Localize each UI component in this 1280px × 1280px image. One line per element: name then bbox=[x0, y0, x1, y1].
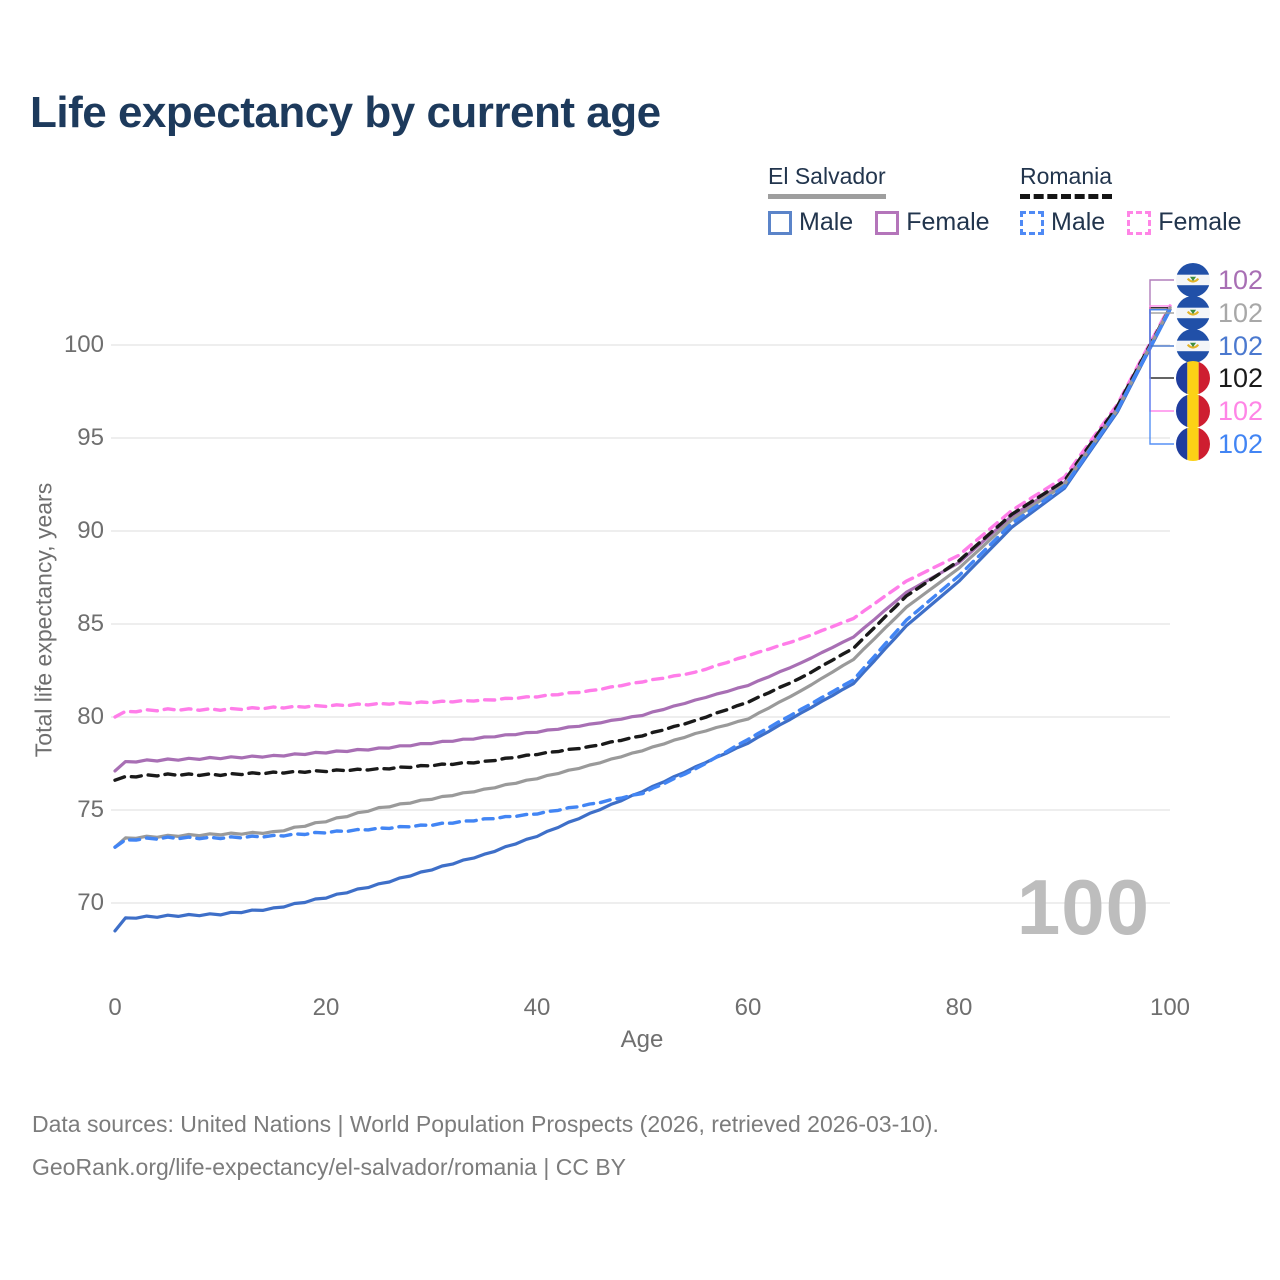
legend-group-el-salvador: El Salvador Male Female bbox=[768, 163, 1012, 237]
y-tick-label-75: 75 bbox=[77, 796, 104, 823]
legend-swatch-romania-male-icon[interactable] bbox=[1020, 210, 1044, 235]
end-label-connector bbox=[1149, 309, 1174, 445]
end-label-row-romania-female: 102 bbox=[1176, 394, 1263, 428]
end-label-value: 102 bbox=[1218, 298, 1264, 328]
x-axis-title: Age bbox=[620, 1026, 664, 1053]
series-line-romania-female[interactable] bbox=[113, 304, 1172, 719]
el-salvador-flag-icon bbox=[1176, 296, 1210, 330]
legend-label-romania-male[interactable]: Male bbox=[1051, 208, 1106, 236]
legend-swatch-el-salvador-female-icon[interactable] bbox=[875, 210, 900, 235]
legend-label-el-salvador-male[interactable]: Male bbox=[799, 208, 854, 236]
x-tick-label-60: 60 bbox=[734, 994, 762, 1021]
end-label-row-romania-male: 102 bbox=[1176, 427, 1263, 461]
y-tick-label-95: 95 bbox=[77, 424, 104, 451]
footer-attribution[interactable]: GeoRank.org/life-expectancy/el-salvador/… bbox=[32, 1154, 627, 1180]
romania-flag-icon bbox=[1176, 394, 1210, 428]
y-tick-label-90: 90 bbox=[77, 517, 104, 544]
romania-flag-icon bbox=[1176, 427, 1210, 461]
age-watermark: 100 bbox=[1016, 863, 1150, 951]
footer-datasource: Data sources: United Nations | World Pop… bbox=[32, 1111, 939, 1137]
legend-label-romania-female[interactable]: Female bbox=[1158, 208, 1242, 236]
series-line-el-salvador-male[interactable] bbox=[113, 308, 1172, 933]
footer: Data sources: United Nations | World Pop… bbox=[32, 1103, 939, 1189]
x-tick-label-100: 100 bbox=[1149, 994, 1191, 1021]
x-tick-label-0: 0 bbox=[108, 994, 122, 1021]
legend-group-romania: Romania Male Female bbox=[1020, 163, 1264, 237]
y-tick-label-85: 85 bbox=[77, 610, 104, 637]
el-salvador-flag-icon bbox=[1176, 263, 1210, 297]
end-label-row-el-salvador-male: 102 bbox=[1176, 329, 1263, 363]
end-label-row-el-salvador-total: 102 bbox=[1176, 296, 1263, 330]
legend-swatch-el-salvador-male-icon[interactable] bbox=[768, 210, 792, 235]
end-label-value: 102 bbox=[1218, 429, 1264, 459]
y-tick-label-80: 80 bbox=[77, 703, 104, 730]
y-axis-title: Total life expectancy, years bbox=[30, 482, 57, 758]
series-line-el-salvador-female[interactable] bbox=[113, 306, 1172, 773]
end-label-row-romania-total: 102 bbox=[1176, 361, 1263, 395]
series-line-romania-male[interactable] bbox=[113, 308, 1172, 849]
end-label-row-el-salvador-female: 102 bbox=[1176, 263, 1263, 297]
x-tick-label-40: 40 bbox=[523, 994, 551, 1021]
y-tick-label-70: 70 bbox=[77, 889, 104, 916]
series-line-romania-total[interactable] bbox=[113, 306, 1172, 782]
x-tick-label-20: 20 bbox=[312, 994, 340, 1021]
legend-header-el-salvador[interactable]: El Salvador bbox=[768, 163, 886, 199]
end-label-value: 102 bbox=[1218, 331, 1264, 361]
page-title: Life expectancy by current age bbox=[30, 88, 661, 137]
romania-flag-icon bbox=[1176, 361, 1210, 395]
series-line-el-salvador-total[interactable] bbox=[113, 306, 1172, 849]
legend-swatch-romania-female-icon[interactable] bbox=[1127, 210, 1152, 235]
x-tick-label-80: 80 bbox=[945, 994, 973, 1021]
y-tick-label-100: 100 bbox=[63, 331, 104, 358]
end-label-value: 102 bbox=[1218, 363, 1264, 393]
el-salvador-flag-icon bbox=[1176, 329, 1210, 363]
end-label-value: 102 bbox=[1218, 396, 1264, 426]
end-label-connector bbox=[1149, 279, 1174, 309]
legend-header-romania[interactable]: Romania bbox=[1020, 163, 1113, 199]
end-label-value: 102 bbox=[1218, 265, 1264, 295]
legend-label-el-salvador-female[interactable]: Female bbox=[906, 208, 990, 236]
